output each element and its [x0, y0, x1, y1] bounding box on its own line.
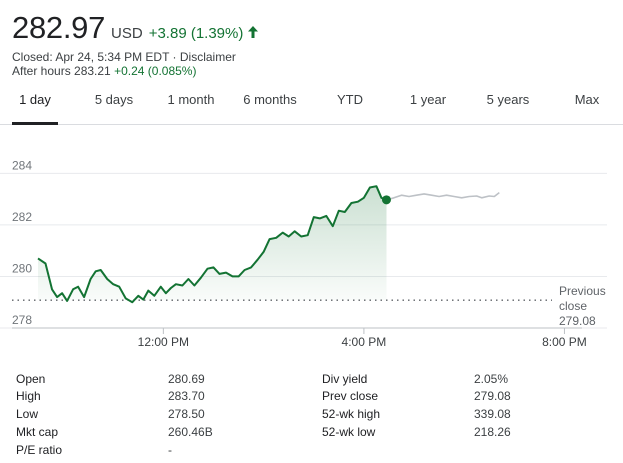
y-tick-label: 280	[12, 261, 32, 275]
tab-ytd[interactable]: YTD	[337, 92, 363, 107]
regular-session-line	[37, 185, 387, 304]
after-hours-line	[386, 191, 500, 201]
currency-code: USD	[111, 25, 143, 42]
price-change: +3.89 (1.39%)	[148, 25, 244, 42]
previous-close-label-line: close	[559, 299, 587, 313]
tab-1-month[interactable]: 1 month	[167, 92, 215, 107]
price-row: 282.97 USD +3.89 (1.39%)	[12, 10, 259, 46]
tab-max[interactable]: Max	[574, 92, 600, 107]
disclaimer-link[interactable]: Disclaimer	[179, 50, 236, 64]
y-tick-label: 282	[12, 210, 32, 224]
price-chart[interactable]: 284 282 280 278 12:00 PM 4:00 PM 8:00 PM Prev…	[0, 135, 623, 360]
after-hours-line: After hours 283.21 +0.24 (0.085%)	[12, 64, 259, 78]
tab-5-days[interactable]: 5 days	[94, 92, 134, 107]
arrow-up-icon	[248, 26, 259, 38]
x-axis: 12:00 PM 4:00 PM 8:00 PM	[12, 327, 587, 349]
closed-text: Closed: Apr 24, 5:34 PM EDT	[12, 50, 170, 64]
tab-5-years[interactable]: 5 years	[486, 92, 530, 107]
tab-1-year[interactable]: 1 year	[409, 92, 447, 107]
closed-line: Closed: Apr 24, 5:34 PM EDT · Disclaimer	[12, 50, 236, 64]
close-point-marker	[381, 195, 391, 205]
quote-header: 282.97 USD +3.89 (1.39%) Closed: Apr 24,…	[12, 10, 259, 78]
range-tabs: 1 day 5 days 1 month 6 months YTD 1 year…	[0, 86, 623, 125]
regular-session-area	[38, 186, 387, 303]
previous-close-label-line: Previous	[559, 284, 606, 298]
y-axis-labels: 284 282 280 278	[12, 158, 32, 327]
previous-close-label-line: 279.08	[559, 314, 596, 328]
y-tick-label: 284	[12, 158, 32, 172]
current-price: 282.97	[12, 10, 106, 45]
y-tick-label: 278	[12, 313, 32, 327]
after-hours-label: After hours 283.21	[12, 64, 111, 78]
tab-1-day[interactable]: 1 day	[12, 86, 58, 125]
after-hours-change: +0.24 (0.085%)	[114, 64, 197, 78]
x-tick-label: 8:00 PM	[542, 335, 587, 349]
x-tick-label: 12:00 PM	[138, 335, 189, 349]
tab-6-months[interactable]: 6 months	[243, 92, 297, 107]
x-tick-label: 4:00 PM	[342, 335, 387, 349]
